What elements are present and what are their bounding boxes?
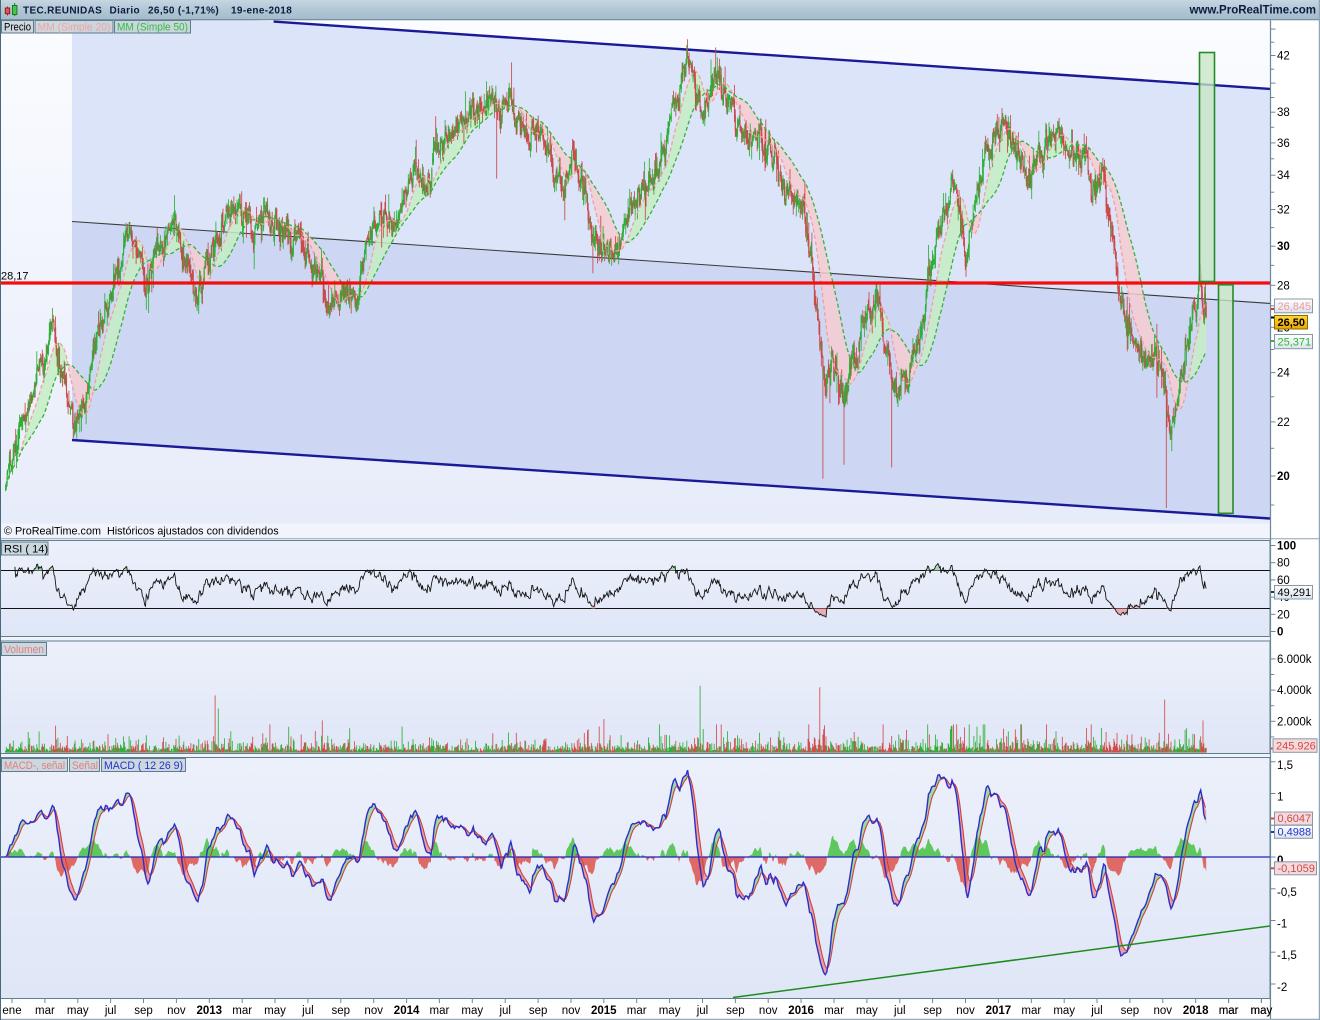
svg-text:2015: 2015 <box>591 1005 617 1017</box>
svg-text:25,371: 25,371 <box>1278 337 1312 349</box>
svg-text:may: may <box>67 1005 89 1017</box>
svg-text:0: 0 <box>1277 855 1283 867</box>
svg-text:mar: mar <box>1021 1005 1041 1017</box>
svg-text:34: 34 <box>1277 170 1290 182</box>
svg-text:26,50: 26,50 <box>1278 317 1306 329</box>
svg-text:2014: 2014 <box>394 1005 420 1017</box>
svg-text:0,4988: 0,4988 <box>1278 826 1312 838</box>
svg-text:nov: nov <box>759 1005 778 1017</box>
svg-text:may: may <box>856 1005 878 1017</box>
svg-text:6.000k: 6.000k <box>1277 654 1312 666</box>
svg-text:may: may <box>1251 1005 1273 1017</box>
svg-text:19-ene-2018: 19-ene-2018 <box>231 5 292 16</box>
svg-text:-1,5: -1,5 <box>1277 950 1297 962</box>
svg-text:sep: sep <box>726 1005 745 1017</box>
svg-text:Precio: Precio <box>4 22 31 34</box>
svg-text:36: 36 <box>1277 138 1290 150</box>
svg-text:1,5: 1,5 <box>1277 760 1293 772</box>
svg-text:MM (Simple 50): MM (Simple 50) <box>117 22 188 34</box>
svg-text:Señal: Señal <box>72 760 98 772</box>
svg-text:245.926: 245.926 <box>1276 740 1316 752</box>
svg-text:jul: jul <box>498 1005 511 1017</box>
svg-text:MACD ( 12 26 9): MACD ( 12 26 9) <box>104 760 183 772</box>
svg-text:may: may <box>1251 1005 1273 1017</box>
svg-text:Diario: Diario <box>110 5 140 16</box>
svg-text:MM (Simple 20): MM (Simple 20) <box>38 22 111 34</box>
svg-text:sep: sep <box>134 1005 153 1017</box>
svg-text:38: 38 <box>1277 107 1290 119</box>
svg-text:-2: -2 <box>1277 982 1287 994</box>
svg-text:22: 22 <box>1277 417 1290 429</box>
svg-text:2016: 2016 <box>788 1005 814 1017</box>
svg-text:nov: nov <box>167 1005 186 1017</box>
svg-text:nov: nov <box>956 1005 975 1017</box>
svg-text:nov: nov <box>364 1005 383 1017</box>
svg-text:mar: mar <box>824 1005 844 1017</box>
svg-text:www.ProRealTime.com: www.ProRealTime.com <box>1188 5 1316 17</box>
svg-text:MACD-, señal: MACD-, señal <box>4 760 65 772</box>
svg-text:may: may <box>264 1005 286 1017</box>
svg-text:26,50 (-1,71%): 26,50 (-1,71%) <box>148 5 219 16</box>
svg-text:may: may <box>659 1005 681 1017</box>
svg-text:60: 60 <box>1277 575 1290 587</box>
svg-text:26,845: 26,845 <box>1278 301 1312 313</box>
svg-text:sep: sep <box>1121 1005 1140 1017</box>
svg-text:20: 20 <box>1277 609 1290 621</box>
svg-text:mar: mar <box>1219 1005 1239 1017</box>
svg-text:nov: nov <box>1154 1005 1173 1017</box>
svg-text:mar: mar <box>627 1005 647 1017</box>
svg-text:© ProRealTime.com Históricos: © ProRealTime.com Históricos ajustados c… <box>4 526 279 538</box>
svg-text:100: 100 <box>1277 541 1296 553</box>
svg-text:-1: -1 <box>1277 919 1287 931</box>
svg-text:1: 1 <box>1277 792 1283 804</box>
svg-text:32: 32 <box>1277 205 1290 217</box>
svg-text:jul: jul <box>301 1005 314 1017</box>
svg-text:jul: jul <box>104 1005 117 1017</box>
svg-text:-0,1059: -0,1059 <box>1278 863 1315 875</box>
svg-text:nov: nov <box>562 1005 581 1017</box>
svg-text:2013: 2013 <box>197 1005 223 1017</box>
svg-text:30: 30 <box>1277 241 1290 253</box>
svg-text:TEC.REUNIDAS: TEC.REUNIDAS <box>23 5 102 16</box>
svg-text:mar: mar <box>1219 1005 1239 1017</box>
svg-text:may: may <box>461 1005 483 1017</box>
svg-text:mar: mar <box>232 1005 252 1017</box>
svg-text:may: may <box>1053 1005 1075 1017</box>
svg-text:jul: jul <box>696 1005 709 1017</box>
svg-text:2.000k: 2.000k <box>1277 716 1312 728</box>
svg-text:2017: 2017 <box>986 1005 1012 1017</box>
svg-text:49,291: 49,291 <box>1278 587 1312 599</box>
svg-text:mar: mar <box>35 1005 55 1017</box>
svg-text:jul: jul <box>893 1005 906 1017</box>
svg-text:sep: sep <box>332 1005 351 1017</box>
svg-text:4.000k: 4.000k <box>1277 685 1312 697</box>
svg-text:28,17: 28,17 <box>1 271 29 283</box>
svg-text:sep: sep <box>923 1005 942 1017</box>
svg-text:20: 20 <box>1277 471 1290 483</box>
svg-text:0,6047: 0,6047 <box>1278 813 1312 825</box>
svg-text:0: 0 <box>1277 627 1283 639</box>
svg-text:2018: 2018 <box>1183 1005 1209 1017</box>
svg-text:-0,5: -0,5 <box>1277 887 1297 899</box>
svg-text:28: 28 <box>1277 280 1290 292</box>
svg-text:42: 42 <box>1277 51 1290 63</box>
svg-text:sep: sep <box>529 1005 548 1017</box>
svg-text:ene: ene <box>2 1005 21 1017</box>
svg-text:RSI ( 14): RSI ( 14) <box>4 544 48 556</box>
svg-text:jul: jul <box>1090 1005 1103 1017</box>
svg-text:Volumen: Volumen <box>4 644 44 656</box>
svg-text:24: 24 <box>1277 368 1290 380</box>
svg-text:80: 80 <box>1277 558 1290 570</box>
svg-text:mar: mar <box>429 1005 449 1017</box>
